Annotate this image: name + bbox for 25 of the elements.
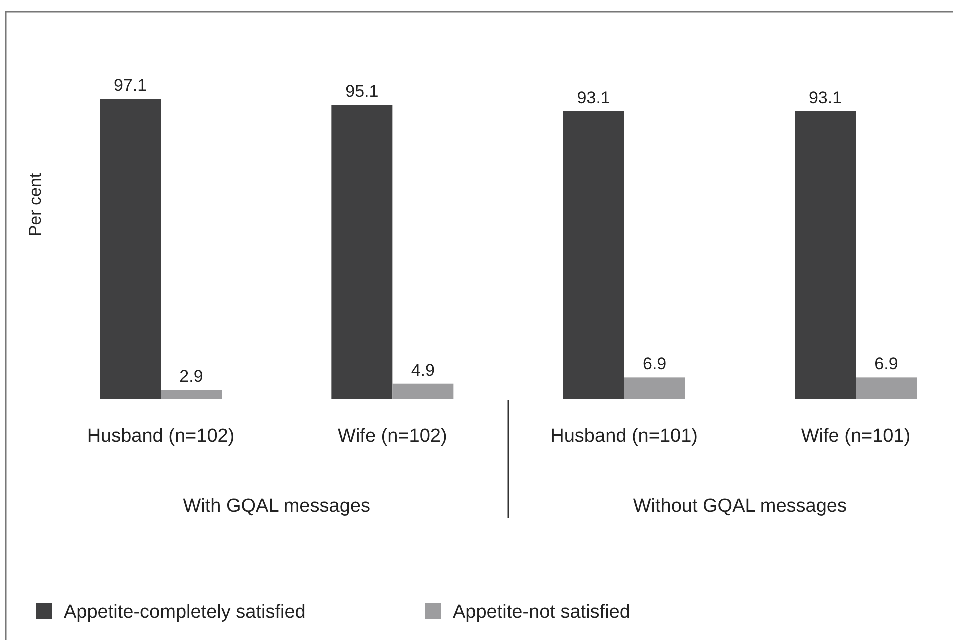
legend-label: Appetite-not satisfied xyxy=(453,602,630,623)
x-tick-label: Husband (n=102) xyxy=(87,426,235,447)
data-label: 97.1 xyxy=(114,76,148,95)
data-label: 6.9 xyxy=(643,354,667,374)
data-label: 4.9 xyxy=(411,360,435,380)
bar xyxy=(392,384,454,399)
bar xyxy=(856,378,917,399)
bar xyxy=(795,111,856,399)
x-tick-label: Wife (n=101) xyxy=(801,426,911,447)
x-tick-label: Wife (n=102) xyxy=(338,426,448,447)
bar xyxy=(100,99,161,399)
y-axis-title: Per cent xyxy=(26,173,45,237)
bar xyxy=(563,111,624,399)
text: With GQAL messages xyxy=(183,496,370,517)
data-label: 6.9 xyxy=(874,354,898,374)
data-label: 93.1 xyxy=(577,88,610,108)
x-tick-label: Husband (n=101) xyxy=(550,426,698,447)
bar xyxy=(161,390,222,399)
bar xyxy=(624,378,686,399)
data-label: 95.1 xyxy=(346,82,379,102)
legend-label: Appetite-completely satisfied xyxy=(64,602,306,623)
bar xyxy=(332,105,393,399)
data-label: 93.1 xyxy=(808,88,842,108)
data-label: 2.9 xyxy=(180,367,204,386)
text: Without GQAL messages xyxy=(633,496,848,517)
